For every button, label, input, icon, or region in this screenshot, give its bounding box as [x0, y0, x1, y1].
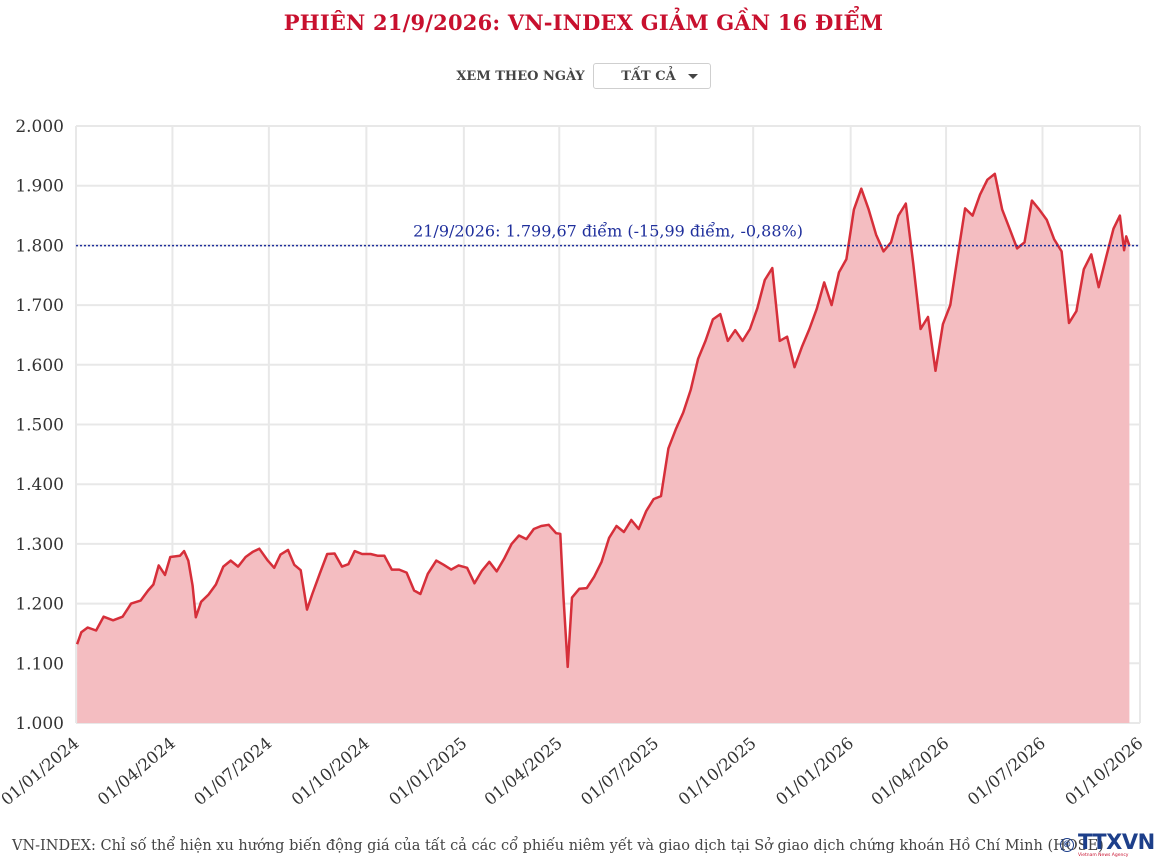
x-tick-label: 01/01/2025: [385, 734, 470, 810]
filter-label: XEM THEO NGÀY: [456, 68, 585, 84]
x-tick-label: 01/07/2025: [577, 734, 662, 810]
y-tick-label: 1.600: [15, 356, 64, 376]
y-tick-label: 1.500: [15, 416, 64, 436]
ttxvn-logo: © TTXVN Vietnam News Agency: [1060, 832, 1155, 859]
x-tick-label: 01/04/2025: [481, 734, 566, 810]
chart-title: PHIÊN 21/9/2026: VN-INDEX GIẢM GẦN 16 ĐI…: [283, 10, 884, 35]
period-select[interactable]: TẤT CẢ: [592, 63, 711, 89]
x-tick-label: 01/04/2024: [94, 734, 179, 810]
y-tick-label: 1.900: [15, 177, 64, 197]
x-tick-label: 01/01/2024: [0, 734, 83, 810]
caret-down-icon: [687, 73, 698, 79]
y-tick-label: 2.000: [15, 117, 64, 137]
x-tick-label: 01/07/2024: [190, 734, 275, 810]
y-axis: 1.000 1.100 1.200 1.300 1.400 1.500 1.600 1.700…: [15, 117, 64, 734]
y-tick-label: 1.400: [15, 475, 64, 495]
period-select-value: TẤT CẢ: [621, 68, 676, 84]
copyright-icon: ©: [1060, 838, 1074, 853]
date-filter: XEM THEO NGÀY TẤT CẢ: [0, 62, 1167, 90]
series-line: [75, 172, 1131, 669]
x-axis: 01/01/2024 01/04/2024 01/07/2024 01/10/2024…: [0, 734, 1147, 810]
y-tick-label: 1.200: [15, 595, 64, 615]
y-tick-label: 1.100: [15, 654, 64, 674]
x-tick-label: 01/10/2024: [288, 734, 373, 810]
x-tick-label: 01/04/2026: [868, 734, 953, 810]
y-tick-label: 1.800: [15, 236, 64, 256]
footer-note: VN-INDEX: Chỉ số thể hiện xu hướng biến …: [12, 838, 1104, 854]
y-tick-label: 1.300: [15, 535, 64, 555]
reference-label: 21/9/2026: 1.799,67 điểm (-15,99 điểm, -…: [413, 222, 803, 241]
reference-group: 21/9/2026: 1.799,67 điểm (-15,99 điểm, -…: [76, 222, 1140, 247]
y-tick-label: 1.700: [15, 296, 64, 316]
x-tick-label: 01/07/2026: [964, 734, 1049, 810]
y-tick-label: 1.000: [15, 714, 64, 734]
chart-plot: [75, 172, 1131, 724]
x-tick-label: 01/10/2026: [1062, 734, 1147, 810]
logo-subtext: Vietnam News Agency: [1078, 853, 1129, 858]
x-tick-label: 01/10/2025: [675, 734, 760, 810]
series-area: [77, 173, 1130, 724]
logo-text: TTXVN: [1078, 830, 1155, 854]
x-tick-label: 01/01/2026: [772, 734, 857, 810]
